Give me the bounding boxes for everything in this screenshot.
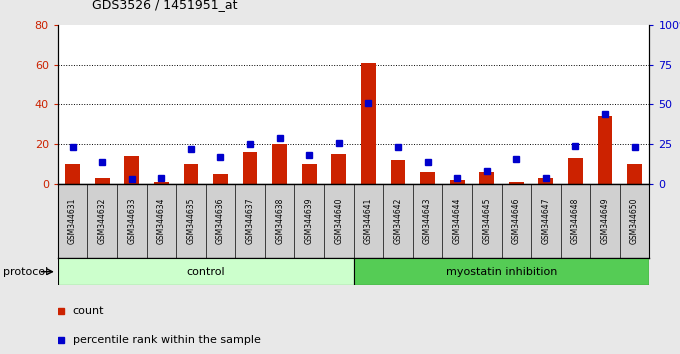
Bar [420,172,435,184]
Text: GSM344633: GSM344633 [127,198,136,245]
Text: GDS3526 / 1451951_at: GDS3526 / 1451951_at [92,0,237,11]
Text: GSM344636: GSM344636 [216,198,225,245]
Text: GSM344637: GSM344637 [245,198,254,245]
Bar [598,116,613,184]
Bar [184,164,199,184]
Bar [361,63,376,184]
Bar [449,180,464,184]
Text: GSM344645: GSM344645 [482,198,491,245]
Bar [154,182,169,184]
Text: GSM344647: GSM344647 [541,198,550,245]
Text: GSM344639: GSM344639 [305,198,313,245]
Text: GSM344638: GSM344638 [275,198,284,245]
Text: GSM344648: GSM344648 [571,198,580,245]
Bar [272,144,287,184]
Text: GSM344635: GSM344635 [186,198,195,245]
Text: GSM344632: GSM344632 [98,198,107,245]
Text: control: control [186,267,225,277]
Text: GSM344634: GSM344634 [157,198,166,245]
Bar [390,160,405,184]
Bar [568,158,583,184]
Text: GSM344642: GSM344642 [394,198,403,245]
Bar [479,172,494,184]
Bar [95,178,109,184]
Text: GSM344644: GSM344644 [453,198,462,245]
Bar [509,182,524,184]
Bar [213,174,228,184]
Text: GSM344646: GSM344646 [512,198,521,245]
Bar [58,258,354,285]
Text: count: count [73,306,104,316]
Text: GSM344640: GSM344640 [335,198,343,245]
Text: GSM344649: GSM344649 [600,198,609,245]
Text: protocol: protocol [3,267,49,277]
Bar [124,156,139,184]
Bar [539,178,554,184]
Text: GSM344641: GSM344641 [364,198,373,245]
Text: GSM344650: GSM344650 [630,198,639,245]
Bar [302,164,317,184]
Text: GSM344631: GSM344631 [68,198,77,245]
Text: myostatin inhibition: myostatin inhibition [446,267,557,277]
Bar [331,154,346,184]
Bar [65,164,80,184]
Bar [243,152,258,184]
Text: GSM344643: GSM344643 [423,198,432,245]
Text: percentile rank within the sample: percentile rank within the sample [73,335,260,345]
Bar [354,258,649,285]
Bar [627,164,642,184]
